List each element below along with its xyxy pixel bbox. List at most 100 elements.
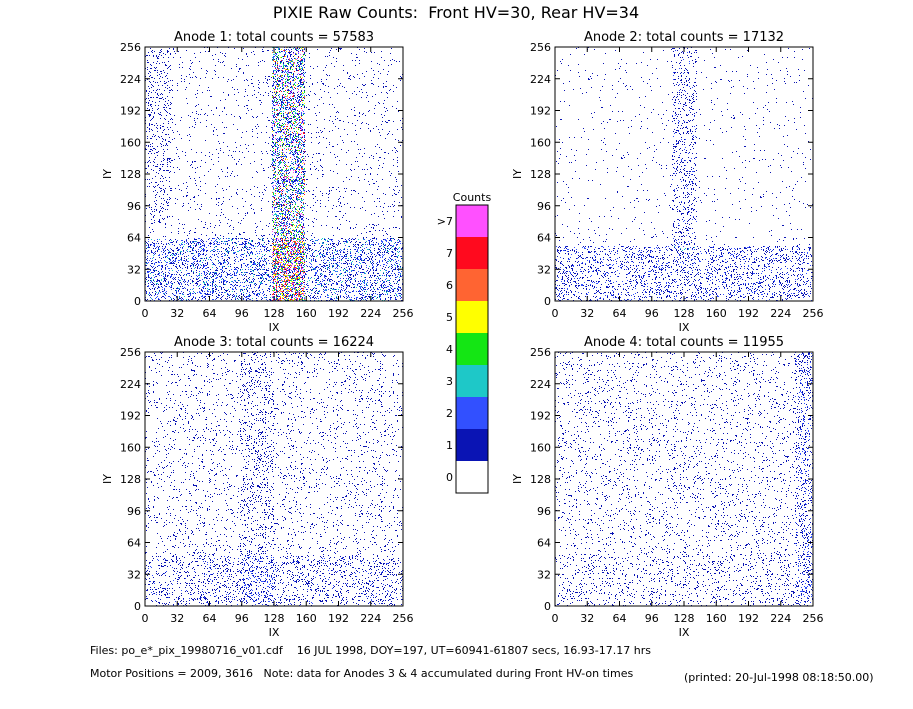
x-tick-label: 64 [203,612,217,625]
x-tick-label: 64 [613,307,627,320]
y-tick-label: 224 [530,378,551,391]
x-tick-label: 128 [674,612,695,625]
y-tick-label: 192 [530,410,551,423]
x-axis-label: IX [679,626,690,639]
y-tick-label: 0 [134,295,141,308]
y-tick-label: 224 [120,73,141,86]
x-tick-label: 128 [264,612,285,625]
colorbar-cell [456,461,488,493]
colorbar-cell [456,237,488,269]
y-tick-label: 160 [120,441,141,454]
colorbar-frame [455,204,489,494]
colorbar-cell [456,301,488,333]
y-tick-label: 128 [120,473,141,486]
x-tick-label: 32 [170,307,184,320]
y-tick-label: 32 [127,568,141,581]
y-axis-label: IY [101,169,114,179]
y-tick-label: 224 [120,378,141,391]
y-tick-label: 192 [530,105,551,118]
y-tick-label: 96 [127,505,141,518]
colorbar-title: Counts [453,191,492,204]
x-tick-label: 256 [393,307,414,320]
y-axis-label: IY [511,169,524,179]
x-tick-label: 192 [328,307,349,320]
colorbar-label: 1 [446,439,453,452]
colorbar-label: >7 [437,215,453,228]
y-tick-label: 32 [537,263,551,276]
colorbar-cell [456,397,488,429]
y-tick-label: 64 [537,232,551,245]
y-tick-label: 128 [120,168,141,181]
panel-title: Anode 4: total counts = 11955 [584,335,784,350]
y-tick-label: 160 [120,136,141,149]
x-tick-label: 96 [645,307,659,320]
y-tick-label: 256 [120,346,141,359]
count-texture [555,47,813,301]
footer-printed: (printed: 20-Jul-1998 08:18:50.00) [684,671,874,684]
y-tick-label: 96 [127,200,141,213]
x-tick-label: 192 [738,612,759,625]
count-texture [272,47,305,301]
y-tick-label: 128 [530,473,551,486]
x-tick-label: 224 [770,307,791,320]
x-tick-label: 128 [674,307,695,320]
y-tick-label: 160 [530,441,551,454]
colorbar-cell [456,269,488,301]
panel-title: Anode 2: total counts = 17132 [584,30,784,45]
x-tick-label: 0 [552,307,559,320]
x-tick-label: 224 [770,612,791,625]
y-axis-label: IY [511,474,524,484]
colorbar-label: 3 [446,375,453,388]
x-tick-label: 160 [296,612,317,625]
panel-title: Anode 1: total counts = 57583 [174,30,374,45]
y-tick-label: 256 [530,346,551,359]
x-tick-label: 160 [706,307,727,320]
colorbar-label: 0 [446,471,453,484]
x-tick-label: 224 [360,612,381,625]
x-tick-label: 0 [142,612,149,625]
colorbar-label: 6 [446,279,453,292]
count-texture [145,352,403,606]
count-texture [674,246,695,251]
y-tick-label: 224 [530,73,551,86]
count-texture [555,352,813,606]
footer-motor: Motor Positions = 2009, 3616 Note: data … [90,667,633,680]
x-tick-label: 256 [803,612,824,625]
x-tick-label: 32 [580,307,594,320]
count-texture [795,352,813,603]
figure-title: PIXIE Raw Counts: Front HV=30, Rear HV=3… [273,3,639,22]
y-axis-label: IY [101,474,114,484]
x-tick-label: 224 [360,307,381,320]
x-tick-label: 160 [296,307,317,320]
x-tick-label: 128 [264,307,285,320]
colorbar-label: 4 [446,343,453,356]
y-tick-label: 96 [537,200,551,213]
x-tick-label: 64 [613,612,627,625]
y-tick-label: 0 [544,295,551,308]
colorbar-cell [456,333,488,365]
x-tick-label: 96 [235,612,249,625]
x-tick-label: 64 [203,307,217,320]
x-tick-label: 256 [393,612,414,625]
y-tick-label: 128 [530,168,551,181]
panel-title: Anode 3: total counts = 16224 [174,335,374,350]
footer-files: Files: po_e*_pix_19980716_v01.cdf 16 JUL… [90,644,651,657]
y-tick-label: 32 [537,568,551,581]
y-tick-label: 192 [120,410,141,423]
y-tick-label: 256 [530,41,551,54]
y-tick-label: 64 [127,537,141,550]
x-tick-label: 32 [170,612,184,625]
count-texture [272,51,305,301]
y-tick-label: 32 [127,263,141,276]
x-tick-label: 32 [580,612,594,625]
y-tick-label: 192 [120,105,141,118]
y-tick-label: 96 [537,505,551,518]
y-tick-label: 0 [134,600,141,613]
colorbar-cell [456,365,488,397]
x-tick-label: 192 [328,612,349,625]
x-axis-label: IX [679,321,690,334]
y-tick-label: 160 [530,136,551,149]
x-tick-label: 0 [552,612,559,625]
y-tick-label: 64 [537,537,551,550]
